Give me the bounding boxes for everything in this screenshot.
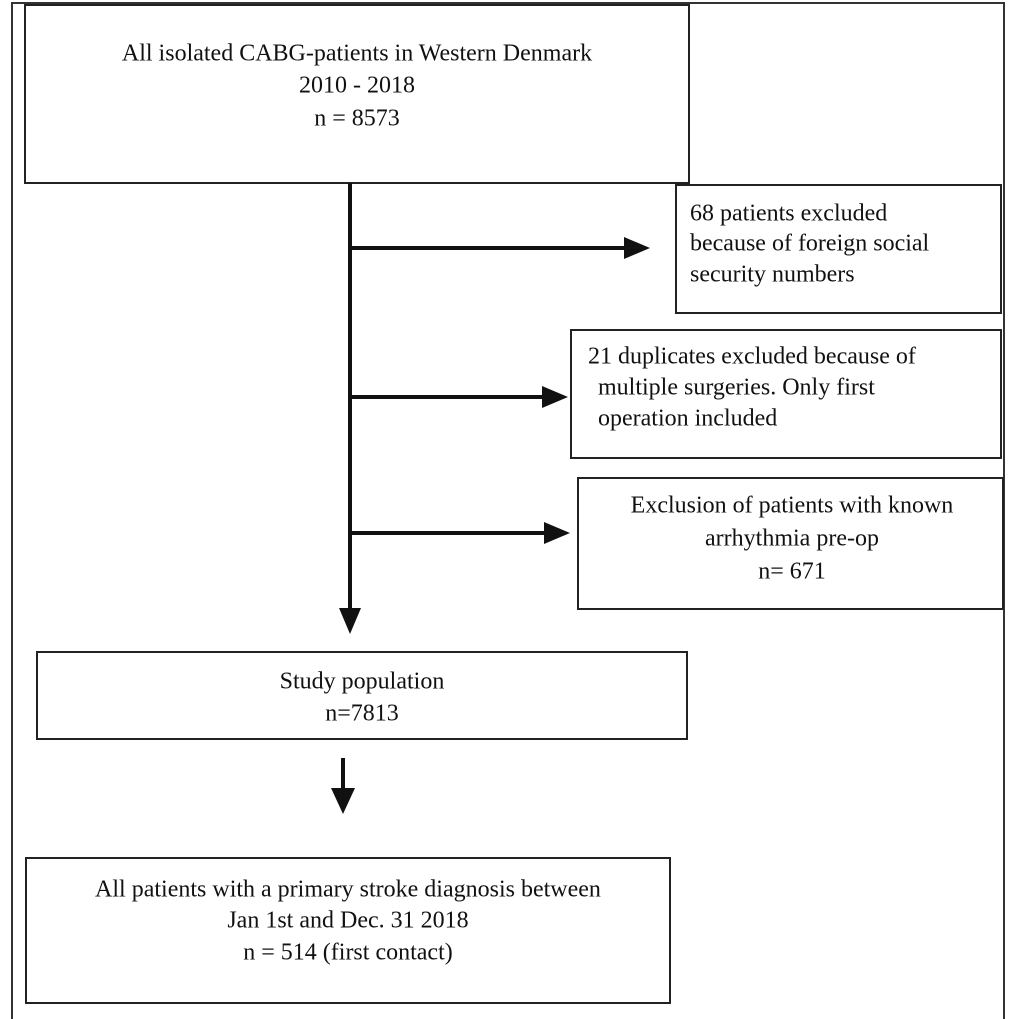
box	[24, 4, 690, 184]
node-text: operation included	[598, 406, 777, 432]
node-text: All isolated CABG-patients in Western De…	[122, 41, 592, 67]
node-text: n= 671	[758, 559, 826, 585]
node-text: arrhythmia pre-op	[705, 526, 879, 552]
node-text: Jan 1st and Dec. 31 2018	[227, 908, 468, 934]
node-text: 68 patients excluded	[690, 201, 887, 227]
node-text: n = 8573	[314, 106, 400, 132]
box	[675, 184, 1002, 314]
arrowhead	[624, 237, 650, 259]
arrowhead	[339, 608, 361, 634]
arrowhead	[542, 386, 568, 408]
box	[577, 477, 1004, 610]
node-text: Exclusion of patients with known	[631, 493, 954, 519]
node-text: multiple surgeries. Only first	[598, 375, 875, 401]
node-text: 21 duplicates excluded because of	[588, 344, 916, 370]
box	[570, 329, 1002, 459]
arrowhead	[544, 522, 570, 544]
arrowhead	[331, 788, 355, 814]
box	[25, 857, 671, 1004]
node-text: n = 514 (first contact)	[243, 940, 452, 966]
node-text: security numbers	[690, 262, 855, 288]
node-text: All patients with a primary stroke diagn…	[95, 877, 601, 903]
node-text: because of foreign social	[690, 231, 930, 257]
node-text: n=7813	[325, 701, 399, 727]
node-text: 2010 - 2018	[299, 73, 415, 99]
box	[36, 651, 688, 740]
node-text: Study population	[280, 669, 445, 695]
